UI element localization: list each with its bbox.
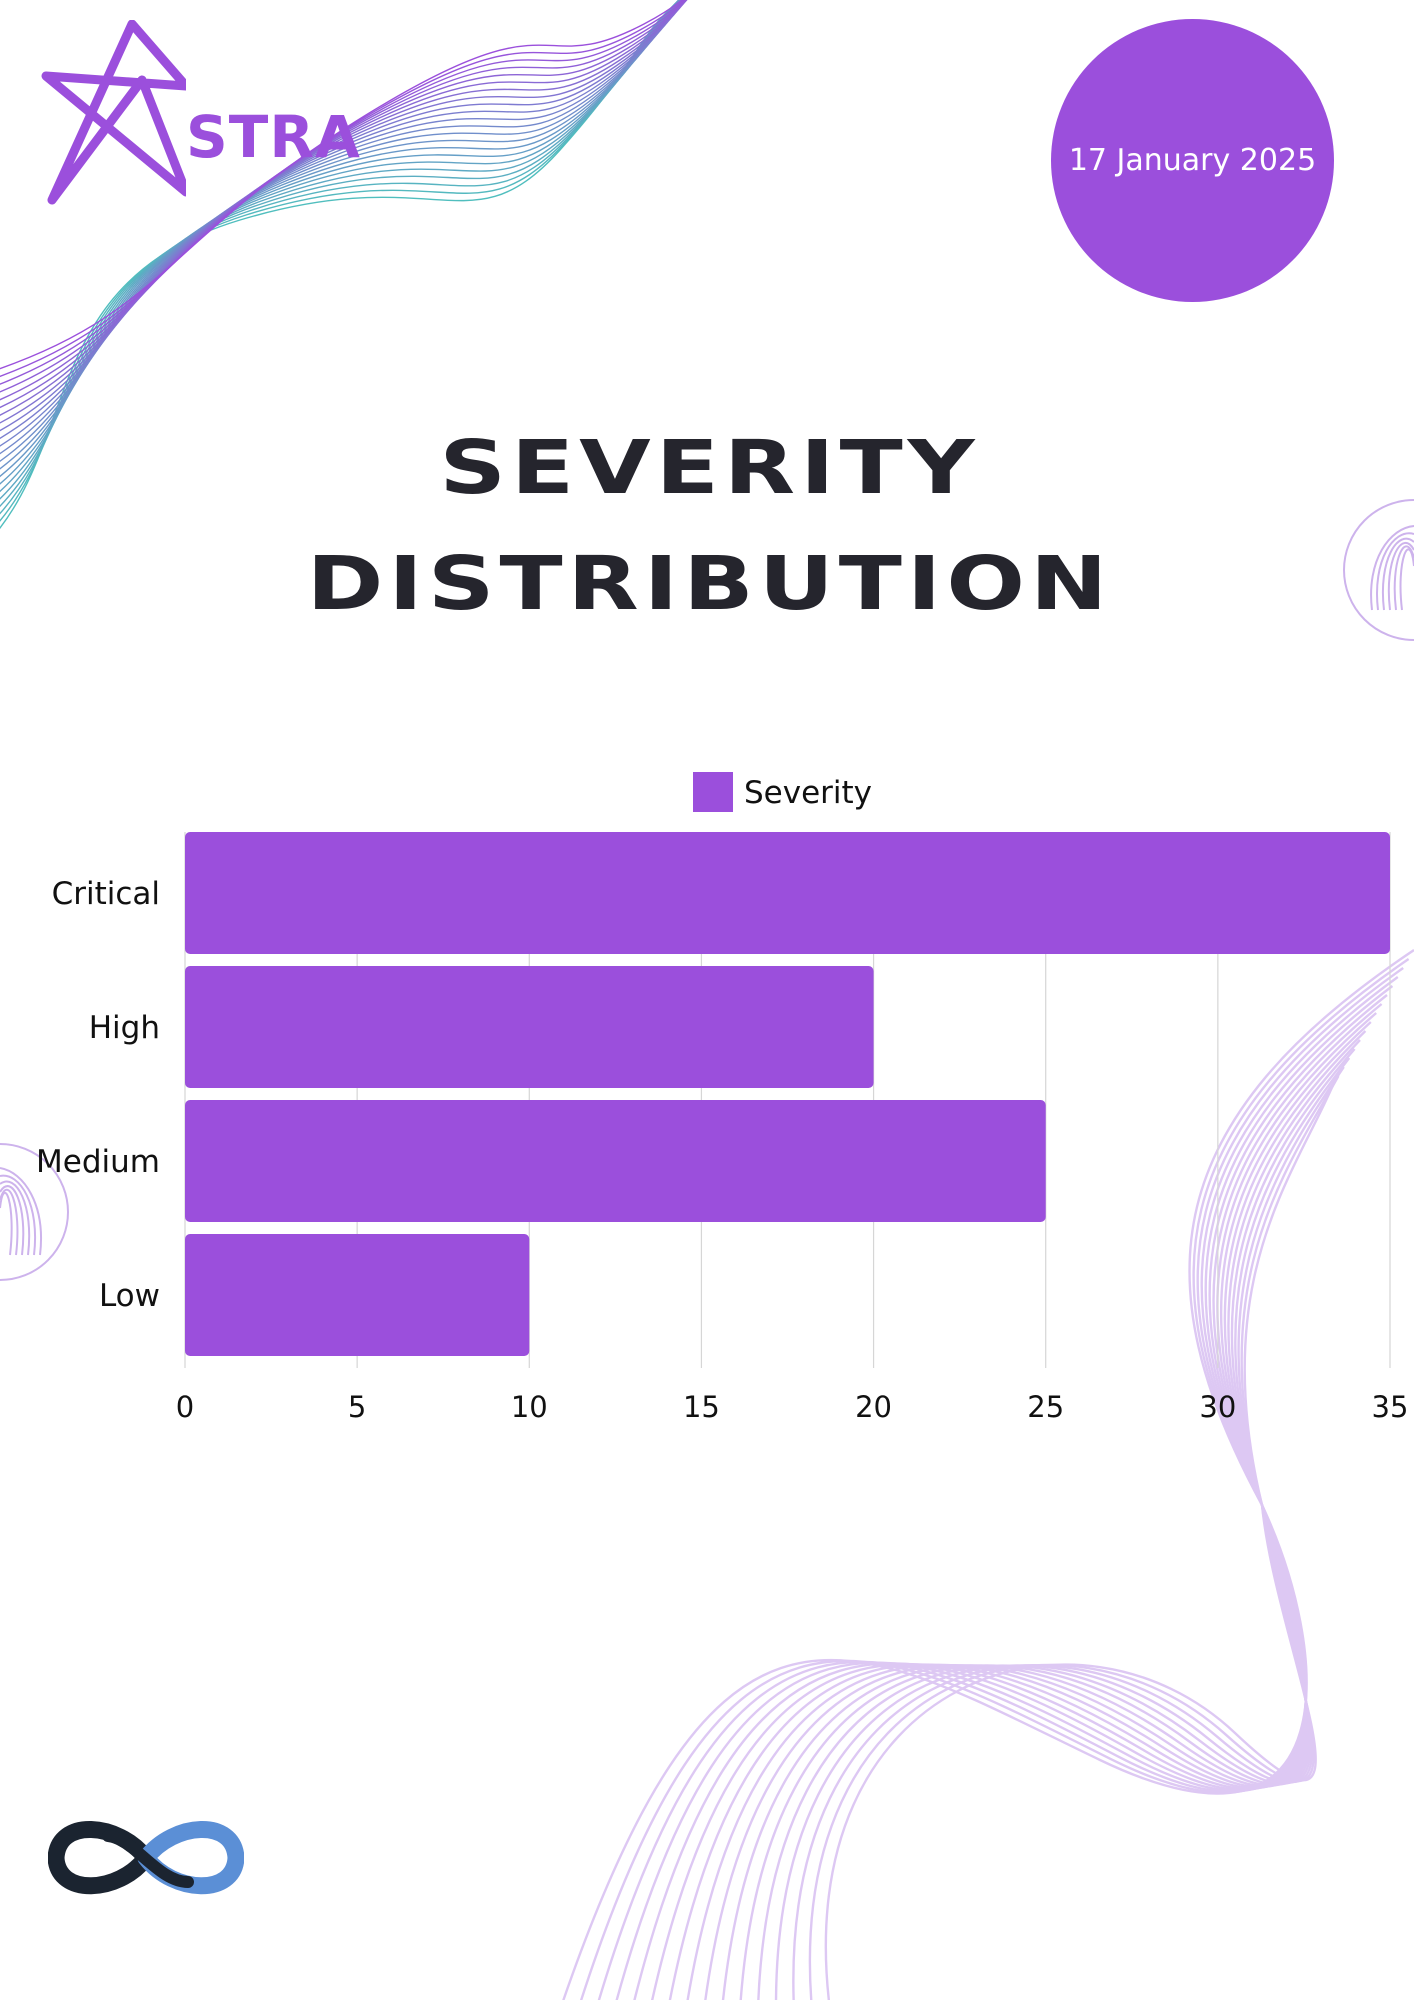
category-labels: Critical High Medium Low [36, 876, 160, 1314]
wave-line [615, 1504, 1307, 2000]
date-badge: 17 January 2025 [1051, 19, 1334, 302]
bar-medium [185, 1100, 1046, 1222]
wave-line [668, 1504, 1308, 2000]
wave-line [651, 1504, 1307, 2000]
brand-name: STRA [186, 103, 361, 171]
category-label-high: High [89, 1010, 160, 1046]
x-tick-label: 15 [683, 1390, 720, 1424]
wave-line [721, 1504, 1309, 2000]
star-icon [41, 19, 191, 205]
category-label-critical: Critical [52, 876, 160, 912]
wave-line [774, 1504, 1312, 2000]
x-tick-label: 10 [511, 1390, 548, 1424]
astra-logo: STRA [36, 19, 360, 210]
title-line-2: DISTRIBUTION [306, 541, 1113, 627]
x-tick-label: 0 [176, 1390, 194, 1424]
title-line-1: SEVERITY [439, 425, 980, 511]
x-tick-label: 25 [1027, 1390, 1064, 1424]
wave-line [808, 1504, 1315, 2000]
wave-line [580, 1504, 1308, 2000]
bar-low [185, 1234, 530, 1356]
wave-line [757, 1504, 1311, 2000]
legend-swatch [693, 772, 733, 812]
legend-label: Severity [744, 775, 872, 811]
wave-line [633, 1504, 1307, 2000]
wave-line [686, 1504, 1308, 2000]
report-date: 17 January 2025 [1068, 143, 1317, 178]
chart-bars [185, 832, 1390, 1356]
page-title: SEVERITY DISTRIBUTION [0, 410, 1414, 642]
x-tick-label: 30 [1199, 1390, 1236, 1424]
wave-line [704, 1504, 1308, 2000]
x-tick-label: 20 [855, 1390, 892, 1424]
wave-line [792, 1504, 1314, 2000]
bar-high [185, 966, 874, 1088]
infinity-icon [48, 1821, 244, 1895]
severity-bar-chart: Severity Critical High Medium Low 0 5 10 15 20 2… [36, 772, 1409, 1424]
x-tick-label: 35 [1372, 1390, 1409, 1424]
bar-critical [185, 832, 1390, 954]
wave-line [739, 1504, 1310, 2000]
chart-legend: Severity [693, 772, 872, 812]
x-tick-label: 5 [348, 1390, 366, 1424]
wave-line [597, 1504, 1308, 2000]
category-label-medium: Medium [36, 1144, 160, 1180]
x-axis-ticks: 0 5 10 15 20 25 30 35 [176, 1390, 1409, 1424]
wave-line [824, 1504, 1317, 2000]
wave-line [562, 1504, 1308, 2000]
category-label-low: Low [99, 1278, 160, 1314]
